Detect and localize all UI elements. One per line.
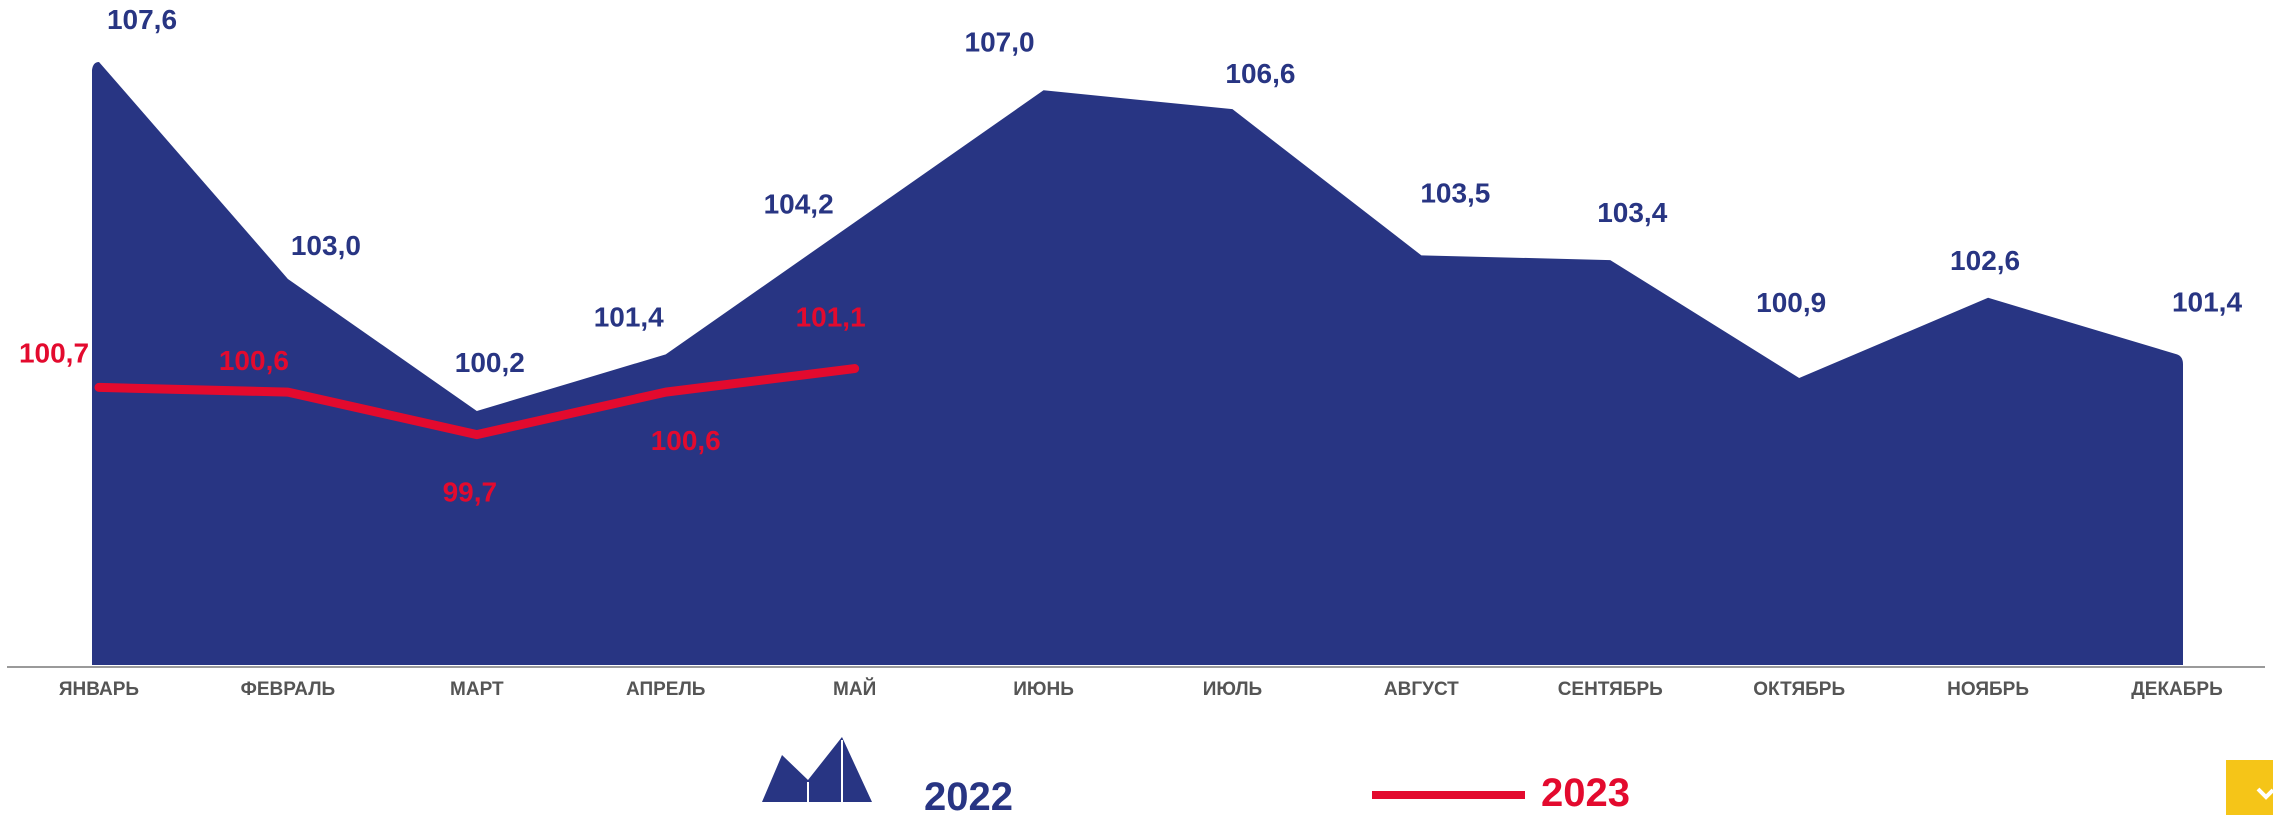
- x-tick-label: АВГУСТ: [1384, 679, 1459, 700]
- x-tick-label: ИЮНЬ: [1013, 679, 1074, 700]
- corner-widget-box: [2226, 760, 2273, 815]
- series-2022-area: [92, 62, 2183, 665]
- data-label-2023: 100,6: [219, 345, 289, 376]
- data-label-2022: 100,9: [1756, 287, 1826, 318]
- tick-layer: ЯНВАРЬ ФЕВРАЛЬ МАРТ АПРЕЛЬ МАЙ ИЮНЬ ИЮЛЬ АВГУСТ…: [59, 678, 2223, 700]
- line-layer: [94, 364, 860, 440]
- data-label-2022: 107,6: [107, 4, 177, 35]
- x-tick-label: МАЙ: [833, 678, 876, 700]
- data-label-2022: 104,2: [764, 188, 834, 219]
- series-2023-line: [94, 364, 860, 440]
- data-label-2022: 102,6: [1950, 245, 2020, 276]
- data-label-2022: 103,5: [1420, 177, 1490, 208]
- x-tick-label: ДЕКАБРЬ: [2131, 679, 2223, 700]
- area-layer: [92, 62, 2183, 665]
- x-tick-label: МАРТ: [450, 679, 504, 700]
- x-tick-label: НОЯБРЬ: [1947, 679, 2029, 700]
- corner-widget[interactable]: [2226, 760, 2273, 815]
- legend-label-2022: 2022: [924, 775, 1013, 815]
- data-label-2022: 103,4: [1597, 197, 1667, 228]
- data-label-2023: 100,7: [19, 337, 89, 368]
- x-tick-label: ИЮЛЬ: [1203, 679, 1263, 700]
- data-label-2022: 100,2: [455, 347, 525, 378]
- data-label-2023: 101,1: [796, 302, 866, 333]
- legend-item-2023[interactable]: 2023: [1372, 771, 1630, 815]
- x-tick-label: АПРЕЛЬ: [626, 679, 705, 700]
- mountain-area-icon: [762, 737, 872, 802]
- x-tick-label: ОКТЯБРЬ: [1753, 679, 1845, 700]
- label-layer: 107,6 103,0 100,2 101,4 104,2 107,0 106,6 103,5…: [19, 4, 2242, 508]
- legend-label-2023: 2023: [1541, 771, 1630, 815]
- legend-item-2022[interactable]: 2022: [762, 737, 1013, 819]
- x-tick-label: ЯНВАРЬ: [59, 679, 139, 700]
- data-label-2022: 101,4: [2172, 286, 2242, 317]
- data-label-2022: 103,0: [291, 230, 361, 261]
- data-label-2022: 106,6: [1225, 58, 1295, 89]
- data-label-2022: 107,0: [965, 26, 1035, 57]
- x-tick-label: СЕНТЯБРЬ: [1558, 679, 1663, 700]
- legend: 2022 2023: [762, 737, 1630, 819]
- x-tick-label: ФЕВРАЛЬ: [241, 679, 336, 700]
- data-label-2022: 101,4: [594, 301, 664, 332]
- data-label-2023: 100,6: [651, 425, 721, 456]
- chevron-down-icon: [2256, 787, 2273, 800]
- data-label-2023: 99,7: [443, 477, 498, 508]
